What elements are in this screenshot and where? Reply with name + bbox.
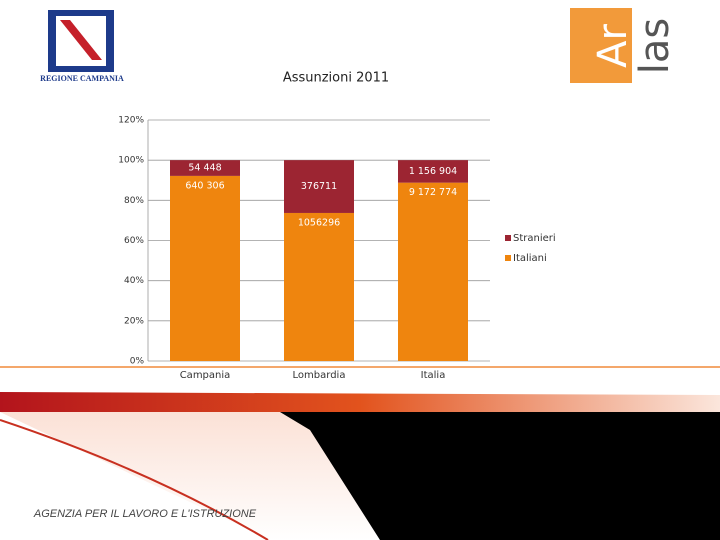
logo-left-text: REGIONE CAMPANIA (40, 74, 124, 83)
legend-swatch (505, 235, 511, 241)
bar-segment (398, 160, 468, 183)
legend-label: Stranieri (513, 233, 556, 244)
data-label: 54 448 (188, 163, 221, 174)
data-label: 1056296 (298, 217, 340, 228)
data-label: 376711 (301, 181, 337, 192)
y-tick-label: 40% (124, 276, 144, 286)
red-band (0, 392, 720, 412)
y-tick-label: 120% (118, 116, 144, 126)
y-tick-label: 20% (124, 316, 144, 326)
x-tick-label: Lombardia (293, 370, 346, 381)
curve (0, 419, 269, 540)
x-tick-label: Italia (421, 370, 446, 381)
bar-segment (398, 182, 468, 361)
legend-swatch (505, 255, 511, 261)
decoration (0, 366, 720, 540)
footer: AGENZIA PER IL LAVORO E L'ISTRUZIONE (33, 508, 257, 520)
bar-segment (284, 160, 354, 213)
bar-segment (170, 160, 240, 176)
y-tick-label: 80% (124, 196, 144, 206)
logo-right-top: Ar (590, 24, 636, 68)
data-label: 1 156 904 (409, 166, 457, 177)
data-label: 640 306 (185, 180, 224, 191)
y-tick-label: 60% (124, 236, 144, 246)
y-tick-label: 100% (118, 156, 144, 166)
bar-segment (284, 212, 354, 361)
logo-right: Ar las (570, 8, 678, 83)
legend-label: Italiani (513, 253, 547, 264)
x-tick-label: Campania (180, 370, 231, 381)
black-shape (280, 412, 720, 540)
logo-right-bottom: las (632, 18, 678, 74)
y-tick-label: 0% (130, 357, 145, 367)
logo-left: REGIONE CAMPANIA (40, 10, 124, 83)
bar-segment (170, 175, 240, 361)
chart-title: Assunzioni 2011 (283, 71, 389, 86)
data-label: 9 172 774 (409, 187, 457, 198)
